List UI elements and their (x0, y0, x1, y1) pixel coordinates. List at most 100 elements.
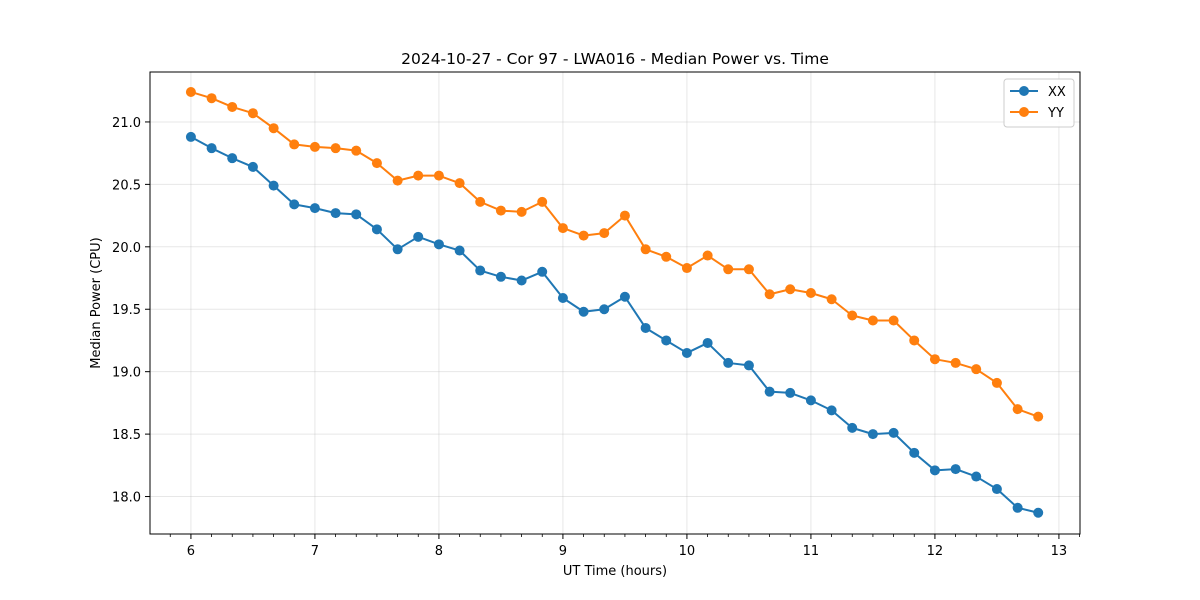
data-point-yy (764, 289, 775, 300)
data-point-yy (309, 141, 320, 152)
data-point-xx (950, 464, 961, 475)
y-tick-label: 18.0 (112, 491, 141, 506)
data-point-yy (557, 223, 568, 234)
data-point-yy (495, 205, 506, 216)
data-point-yy (289, 139, 300, 150)
data-point-yy (351, 145, 362, 156)
y-axis-label: Median Power (CPU) (89, 237, 104, 368)
y-tick-label: 20.0 (112, 241, 141, 256)
data-point-yy (433, 170, 444, 181)
legend-xx-marker (1019, 86, 1029, 96)
data-point-yy (681, 263, 692, 274)
data-point-xx (640, 322, 651, 333)
data-point-yy (950, 357, 961, 368)
y-tick-label: 19.5 (112, 303, 141, 318)
data-point-xx (495, 271, 506, 282)
data-point-yy (578, 230, 589, 241)
data-point-xx (847, 422, 858, 433)
data-point-yy (247, 108, 258, 119)
legend-yy-marker (1019, 107, 1029, 117)
y-tick-label: 21.0 (112, 116, 141, 131)
data-point-yy (743, 264, 754, 275)
chart-title: 2024-10-27 - Cor 97 - LWA016 - Median Po… (401, 50, 829, 68)
y-tick-label: 18.5 (112, 428, 141, 443)
x-tick-label: 13 (1051, 544, 1068, 559)
x-axis-label: UT Time (hours) (563, 564, 667, 579)
data-point-yy (640, 244, 651, 255)
data-point-yy (805, 288, 816, 299)
data-point-xx (743, 360, 754, 371)
data-point-yy (392, 175, 403, 186)
y-tick-label: 19.0 (112, 366, 141, 381)
x-tick-label: 8 (435, 544, 443, 559)
grid-lines (150, 72, 1080, 534)
x-tick-label: 7 (311, 544, 319, 559)
data-point-xx (475, 265, 486, 276)
data-point-xx (454, 245, 465, 256)
data-point-yy (723, 264, 734, 275)
data-point-xx (371, 224, 382, 235)
y-tick-label: 20.5 (112, 178, 141, 193)
data-point-xx (991, 484, 1002, 495)
data-point-xx (433, 239, 444, 250)
data-point-xx (909, 447, 920, 458)
data-point-xx (289, 199, 300, 210)
data-point-xx (206, 143, 217, 154)
data-point-xx (929, 465, 940, 476)
data-point-yy (1033, 411, 1044, 422)
legend-xx-label: XX (1048, 85, 1066, 100)
data-point-xx (330, 208, 341, 219)
data-point-xx (185, 131, 196, 142)
data-point-yy (661, 251, 672, 262)
data-point-xx (537, 266, 548, 277)
data-point-xx (351, 209, 362, 220)
data-point-yy (991, 377, 1002, 388)
data-point-xx (516, 275, 527, 286)
data-point-xx (599, 304, 610, 315)
data-point-yy (1012, 404, 1023, 415)
data-point-xx (619, 291, 630, 302)
data-point-xx (702, 337, 713, 348)
data-point-xx (392, 244, 403, 255)
data-point-yy (185, 86, 196, 97)
series-layer (185, 86, 1044, 518)
data-point-xx (723, 357, 734, 368)
data-point-xx (578, 306, 589, 317)
data-point-xx (661, 335, 672, 346)
data-point-xx (681, 347, 692, 358)
data-point-xx (888, 427, 899, 438)
data-point-xx (785, 387, 796, 398)
axes: 6 7 8 9 10 11 12 13 18.0 18.5 19.0 19.5 20.0 20.5 21.0 (112, 116, 1080, 559)
data-point-yy (371, 158, 382, 169)
data-point-xx (971, 471, 982, 482)
data-point-yy (413, 170, 424, 181)
data-point-yy (888, 315, 899, 326)
data-point-yy (619, 210, 630, 221)
data-point-xx (826, 405, 837, 416)
data-point-yy (971, 364, 982, 375)
data-point-yy (702, 250, 713, 261)
data-point-yy (785, 284, 796, 295)
data-point-yy (537, 196, 548, 207)
data-point-xx (764, 386, 775, 397)
x-tick-label: 11 (803, 544, 820, 559)
data-point-yy (475, 196, 486, 207)
data-point-xx (1012, 502, 1023, 513)
x-tick-label: 6 (187, 544, 195, 559)
x-tick-label: 10 (679, 544, 696, 559)
x-tick-label: 9 (559, 544, 567, 559)
data-point-xx (1033, 507, 1044, 518)
data-point-yy (929, 354, 940, 365)
data-point-yy (599, 228, 610, 239)
legend-yy-label: YY (1047, 106, 1064, 121)
x-tick-label: 12 (927, 544, 944, 559)
data-point-yy (847, 310, 858, 321)
data-point-xx (805, 395, 816, 406)
data-point-xx (557, 293, 568, 304)
data-point-yy (826, 294, 837, 305)
data-point-yy (268, 123, 279, 134)
plot-area-frame (149, 71, 1081, 535)
data-point-yy (867, 315, 878, 326)
